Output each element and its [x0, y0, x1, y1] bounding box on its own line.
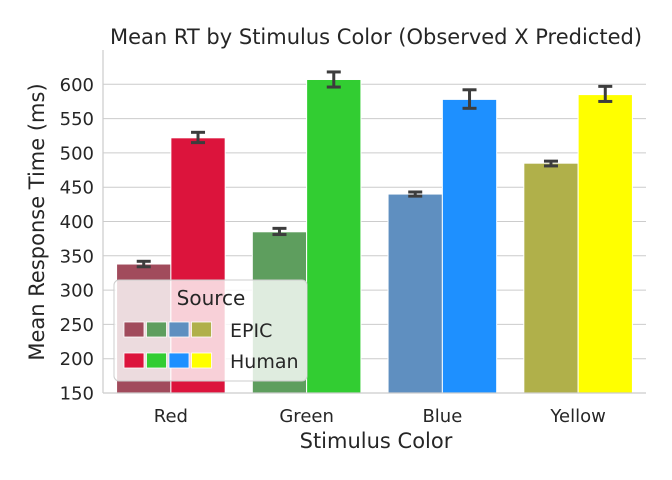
bar-human-green	[306, 78, 362, 394]
y-tick-label: 200	[60, 349, 94, 370]
y-tick-label: 550	[60, 109, 94, 130]
bar-epic-blue	[387, 193, 443, 394]
error-bars	[136, 70, 613, 269]
error-bar-epic-red	[136, 259, 151, 269]
legend-swatch-human	[123, 352, 145, 369]
bar-epic-yellow	[523, 162, 579, 394]
y-axis-label: Mean Response Time (ms)	[25, 83, 49, 360]
legend-swatch-epic	[191, 321, 212, 338]
chart-title: Mean RT by Stimulus Color (Observed X Pr…	[110, 25, 642, 49]
error-bar-human-red	[191, 130, 206, 145]
legend-swatch-human	[191, 352, 212, 369]
legend-title: Source	[177, 286, 246, 310]
y-tick-label: 500	[60, 143, 94, 164]
error-bar-epic-blue	[408, 190, 423, 198]
legend-swatch-human	[146, 352, 167, 369]
y-tick-label: 250	[60, 315, 94, 336]
x-tick-label: Yellow	[549, 406, 605, 427]
error-bar-epic-yellow	[543, 159, 558, 168]
error-bar-human-green	[326, 70, 341, 89]
x-tick-label: Green	[279, 406, 334, 427]
legend-swatch-epic	[146, 321, 167, 338]
legend-swatch-epic	[123, 321, 145, 338]
x-tick-label: Blue	[422, 406, 462, 427]
x-tick-labels: Red Green Blue Yellow	[154, 406, 606, 427]
axes	[102, 50, 646, 394]
x-tick-label: Red	[154, 406, 188, 427]
y-tick-labels: 150 200 250 300 350 400 450 500 550 600	[60, 75, 94, 405]
y-tick-label: 450	[60, 178, 94, 199]
legend-swatch-epic	[168, 321, 190, 338]
x-axis-label: Stimulus Color	[300, 429, 453, 453]
y-tick-label: 400	[60, 212, 94, 233]
y-tick-label: 350	[60, 246, 94, 267]
legend-label-human: Human	[230, 351, 299, 373]
legend-swatch-human	[168, 352, 190, 369]
legend-label-epic: EPIC	[230, 320, 272, 342]
error-bar-human-yellow	[598, 84, 613, 103]
bar-human-yellow	[577, 94, 633, 394]
y-tick-label: 150	[60, 384, 94, 405]
y-tick-label: 600	[60, 75, 94, 96]
error-bar-epic-green	[272, 226, 287, 237]
error-bar-human-blue	[462, 88, 477, 110]
bar-human-blue	[441, 98, 498, 394]
legend: Source EPIC Human	[113, 279, 308, 382]
y-tick-label: 300	[60, 281, 94, 302]
